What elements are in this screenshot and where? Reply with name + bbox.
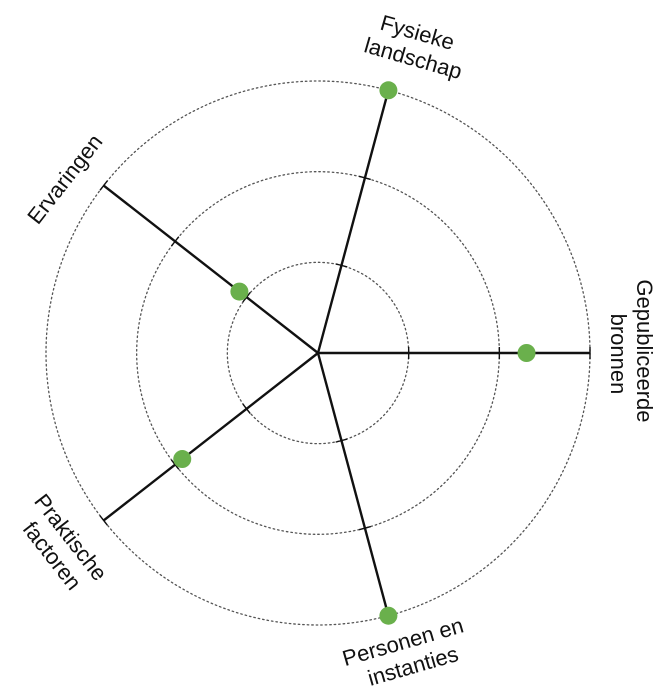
data-point-ervaringen: [230, 283, 248, 301]
axis-line-praktisch: [104, 353, 318, 520]
axis-line-fysiek: [318, 90, 388, 353]
data-point-personen: [379, 607, 397, 625]
axis-line-personen: [318, 353, 388, 616]
axis-label-fysiek: Fysieke landschap: [362, 7, 472, 84]
axis-line-ervaringen: [104, 186, 318, 353]
axis-label-gepubliceerd: Gepubliceerde bronnen: [606, 279, 657, 428]
axis-label-praktisch: Praktische factoren: [9, 489, 116, 606]
data-point-praktisch: [173, 450, 191, 468]
data-point-gepubliceerd: [518, 344, 536, 362]
axis-lines: [100, 89, 590, 618]
axis-label-ervaringen: Ervaringen: [22, 129, 107, 228]
axis-label-personen: Personen en instanties: [339, 611, 479, 692]
data-point-fysiek: [379, 81, 397, 99]
